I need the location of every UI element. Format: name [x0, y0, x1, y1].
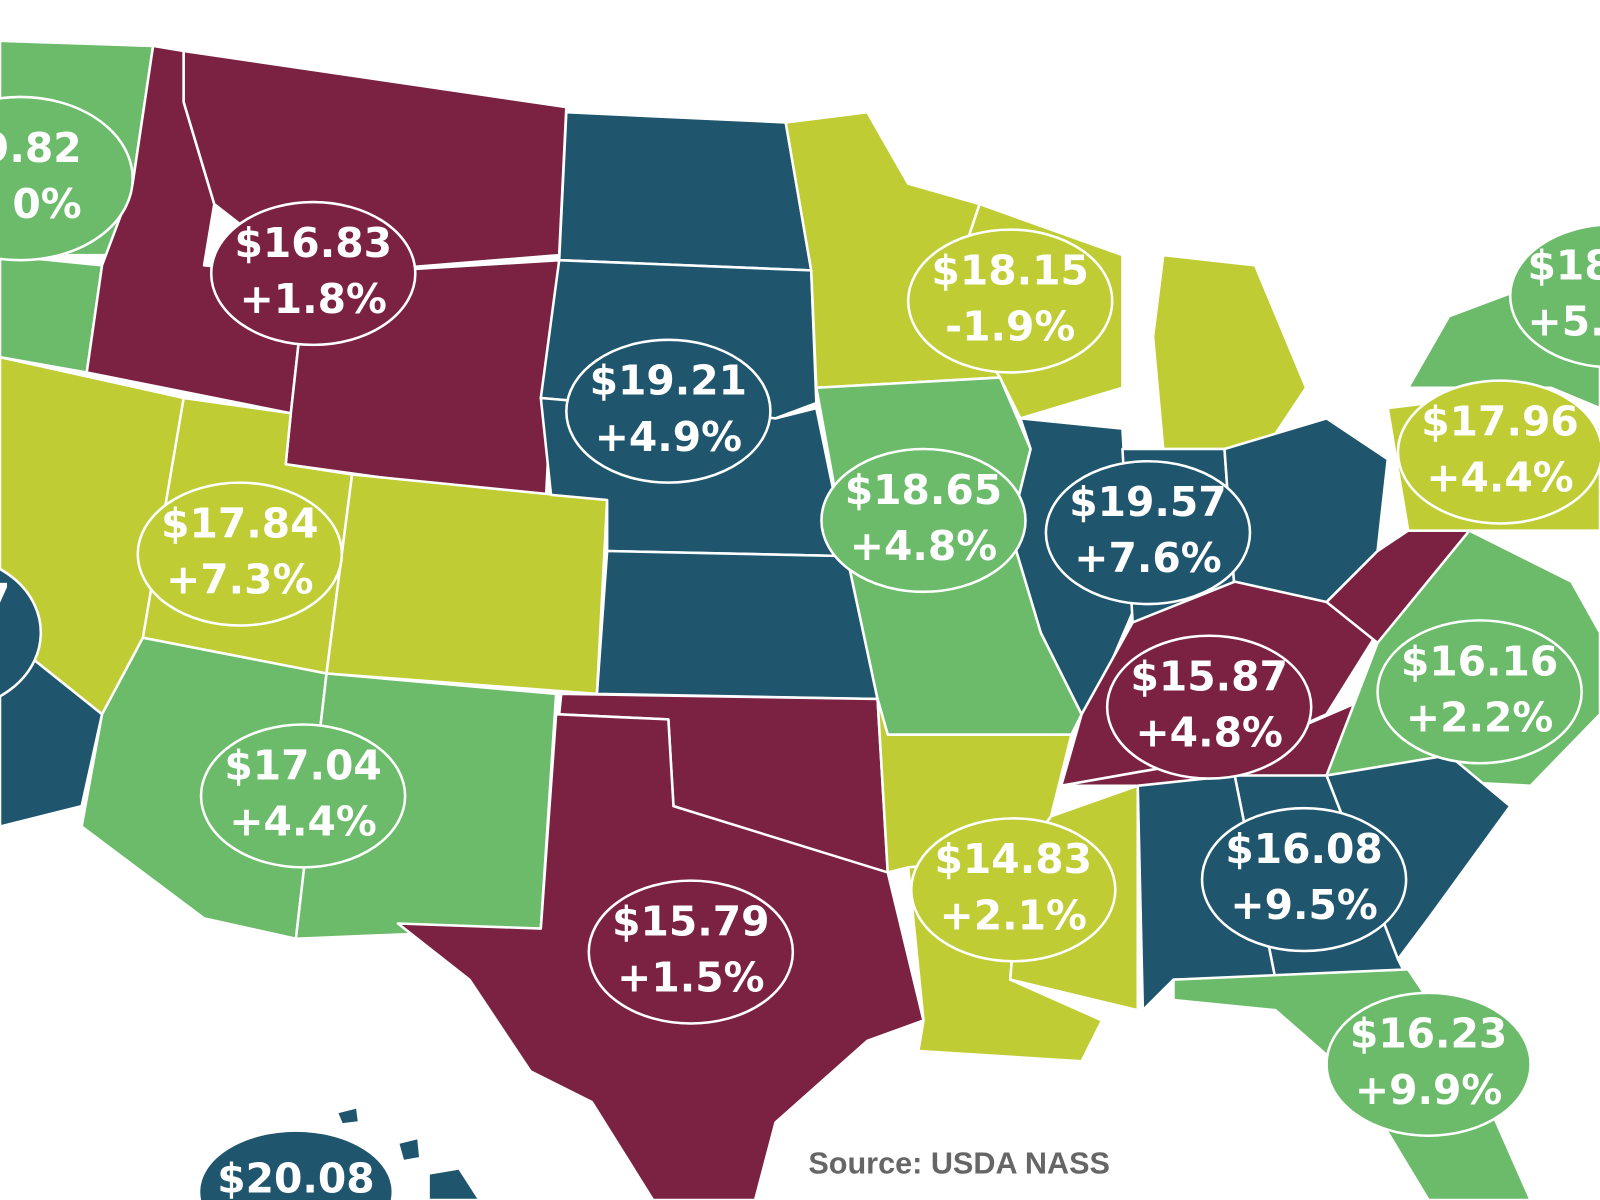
price-label: 7	[0, 575, 10, 623]
price-label: $17.04	[224, 741, 381, 789]
state	[595, 549, 879, 701]
price-label: $18.15	[931, 246, 1088, 294]
price-label: $19.57	[1069, 478, 1226, 526]
price-label: $16.23	[1350, 1010, 1507, 1058]
price-label: $16.16	[1401, 637, 1558, 685]
label-oval	[820, 447, 1027, 594]
label-oval	[0, 95, 134, 262]
price-label: $20.08	[217, 1155, 374, 1200]
label-oval	[136, 481, 344, 627]
island	[427, 1167, 481, 1200]
change-label: +9.9%	[1355, 1066, 1502, 1114]
price-label: $15.79	[612, 897, 769, 945]
change-label: +2.2%	[1406, 693, 1553, 741]
change-label: +4.4%	[1426, 454, 1573, 502]
price-label: 9.82	[0, 124, 82, 172]
island	[335, 1105, 361, 1126]
change-label: +4.8%	[850, 522, 997, 570]
price-label: $14.83	[935, 835, 1092, 883]
label-oval	[1508, 223, 1600, 369]
label-oval	[209, 200, 417, 347]
label-oval	[587, 879, 795, 1025]
island	[396, 1136, 422, 1163]
state	[325, 473, 609, 696]
label-oval	[909, 817, 1117, 963]
price-label: $16.83	[235, 219, 392, 267]
label-oval	[1325, 991, 1532, 1137]
state	[557, 110, 813, 272]
change-label: -1.9%	[945, 303, 1075, 351]
change-label: +4.8%	[1136, 709, 1283, 757]
state	[0, 631, 104, 828]
change-label: +5.	[1528, 297, 1600, 345]
state	[1151, 253, 1308, 451]
change-label: +7.3%	[166, 556, 313, 604]
price-label: $15.87	[1130, 653, 1287, 701]
change-label: +1.5%	[617, 954, 764, 1002]
label-oval	[906, 228, 1114, 374]
change-label: 0%	[12, 180, 81, 228]
price-label: $17.84	[161, 500, 318, 548]
price-label: $17.96	[1421, 397, 1578, 445]
label-oval	[1376, 619, 1583, 765]
label-oval	[565, 338, 772, 484]
change-label: +2.1%	[940, 891, 1087, 939]
label-oval	[1044, 459, 1252, 606]
price-label: $18	[1528, 241, 1600, 289]
label-oval	[0, 567, 43, 698]
label-oval	[199, 723, 407, 869]
source: Source: USDA NASS	[808, 1146, 1110, 1180]
change-label: +4.9%	[595, 413, 742, 461]
state	[0, 253, 104, 374]
label-oval	[1396, 379, 1600, 525]
change-label: +1.8%	[240, 275, 387, 323]
price-label: $18.65	[845, 466, 1002, 514]
change-label: +7.6%	[1074, 534, 1221, 582]
label-oval	[197, 1129, 395, 1200]
price-label: $19.21	[590, 357, 747, 405]
label-oval	[1105, 634, 1313, 780]
labels: 9.82 0% $16.83 +1.8% $19.21 +4.9% $18.15 -1.9% $…	[0, 95, 1600, 1200]
price-label: $16.08	[1225, 825, 1382, 873]
change-label: +9.5%	[1230, 881, 1377, 929]
change-label: +4.4%	[229, 797, 376, 845]
label-oval	[1200, 806, 1408, 953]
